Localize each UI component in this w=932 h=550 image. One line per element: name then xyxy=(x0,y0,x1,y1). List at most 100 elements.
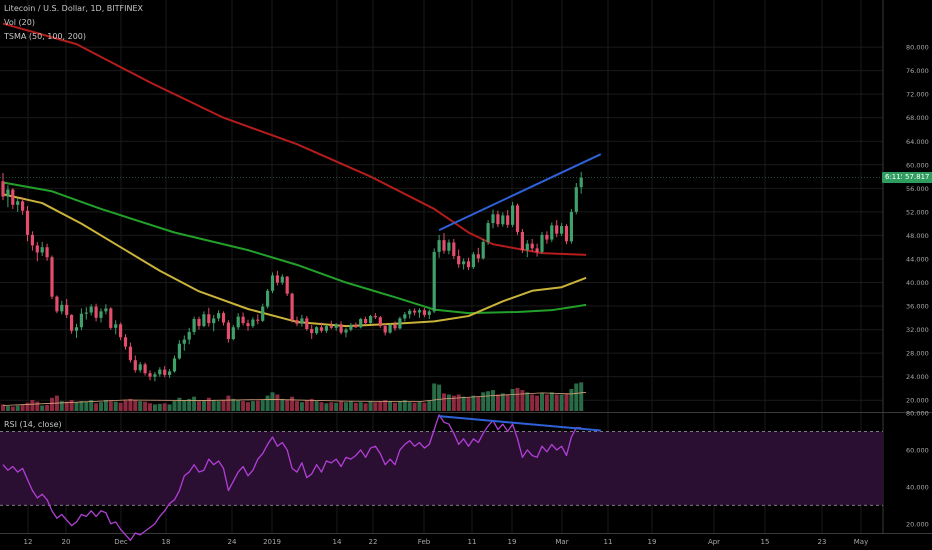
volume-bar xyxy=(510,389,515,411)
volume-bar xyxy=(177,397,182,411)
volume-bar xyxy=(481,392,486,411)
volume-bar xyxy=(10,406,15,411)
x-tick-label: 19 xyxy=(648,538,657,546)
candle-body xyxy=(138,364,142,371)
x-tick-label: 18 xyxy=(162,538,171,546)
candle-body xyxy=(280,276,284,283)
volume-bar xyxy=(549,392,554,411)
candle-body xyxy=(94,306,98,318)
volume-bar xyxy=(334,402,339,411)
volume-bar xyxy=(192,396,197,411)
candle-body xyxy=(168,371,172,375)
volume-bar xyxy=(133,400,138,411)
volume-bar xyxy=(353,402,358,411)
candle-body xyxy=(550,225,554,240)
price-tick-label: 56.000 xyxy=(906,185,929,193)
candle-body xyxy=(192,319,196,332)
rsi-tick-label: 40.000 xyxy=(906,483,929,491)
candle-body xyxy=(388,324,392,333)
candle-body xyxy=(202,314,206,327)
volume-bar xyxy=(304,400,309,411)
candle-body xyxy=(354,324,358,328)
price-tick-label: 24.000 xyxy=(906,373,929,381)
volume-bar xyxy=(143,401,148,411)
candle-body xyxy=(21,201,25,211)
volume-bar xyxy=(64,401,69,411)
x-tick-label: Feb xyxy=(418,538,431,546)
candle-body xyxy=(564,226,569,242)
tsma-legend[interactable]: TSMA (50, 100, 200) xyxy=(4,32,87,41)
rsi-tick-label: 80.000 xyxy=(906,410,929,418)
candle-body xyxy=(457,256,461,265)
candle-body xyxy=(315,327,319,334)
price-tick-label: 60.000 xyxy=(906,161,929,169)
candle-body xyxy=(310,329,314,334)
volume-bar xyxy=(393,402,397,411)
candle-body xyxy=(525,243,529,251)
candle-body xyxy=(197,319,201,327)
candle-body xyxy=(574,187,578,212)
candle-body xyxy=(275,275,279,283)
volume-bar xyxy=(422,402,427,411)
volume-bar xyxy=(363,403,368,411)
candle-body xyxy=(212,318,216,324)
candle-body xyxy=(123,337,128,347)
volume-bar xyxy=(456,394,461,411)
candle-body xyxy=(35,245,39,253)
volume-bar xyxy=(559,394,564,411)
candle-body xyxy=(221,313,226,323)
candle-body xyxy=(16,201,20,205)
volume-bar xyxy=(451,395,456,411)
volume-bar xyxy=(79,401,84,411)
volume-bar xyxy=(461,396,466,411)
candle-body xyxy=(285,276,289,294)
volume-bar xyxy=(280,398,285,411)
candle-body xyxy=(344,329,348,333)
rsi-line xyxy=(2,414,582,542)
volume-legend[interactable]: Vol (20) xyxy=(4,18,35,27)
candle-body xyxy=(25,210,30,235)
candle-body xyxy=(266,290,270,307)
volume-bar xyxy=(358,402,363,411)
rsi-trend-line[interactable] xyxy=(439,415,601,432)
price-tick-label: 36.000 xyxy=(906,303,929,311)
rsi-legend[interactable]: RSI (14, close) xyxy=(4,420,62,429)
candle-body xyxy=(442,240,446,251)
volume-bar xyxy=(103,400,108,411)
candle-body xyxy=(158,369,162,375)
candle-body xyxy=(84,312,88,314)
price-trend-line[interactable] xyxy=(438,153,602,232)
candle-body xyxy=(540,234,544,252)
candle-body xyxy=(143,364,147,374)
volume-bar xyxy=(241,401,246,411)
candle-body xyxy=(432,251,436,312)
volume-bar xyxy=(442,393,446,411)
candle-body xyxy=(231,327,235,340)
volume-bar xyxy=(35,401,40,411)
candle-body xyxy=(403,314,407,319)
symbol-legend[interactable]: Litecoin / U.S. Dollar, 1D, BITFINEX xyxy=(4,4,143,13)
candle-body xyxy=(319,327,324,331)
candle-body xyxy=(163,369,167,375)
volume-bar xyxy=(319,402,324,411)
candle-body xyxy=(447,242,451,251)
x-tick-label: 2019 xyxy=(263,538,281,546)
volume-bar xyxy=(314,401,319,411)
volume-bar xyxy=(275,394,280,411)
candle-body xyxy=(496,214,500,225)
candle-body xyxy=(437,240,441,252)
volume-bar xyxy=(520,390,525,411)
candle-body xyxy=(45,247,49,258)
x-tick-label: 14 xyxy=(333,538,342,546)
volume-bar xyxy=(50,397,54,411)
candle-body xyxy=(535,248,539,252)
volume-bar xyxy=(373,402,378,411)
volume-bar xyxy=(1,404,5,411)
volume-bar xyxy=(525,392,530,411)
volume-bar xyxy=(20,404,25,411)
candle-body xyxy=(398,318,402,329)
candle-body xyxy=(172,358,177,372)
volume-bar xyxy=(221,400,226,411)
candle-body xyxy=(40,247,44,253)
